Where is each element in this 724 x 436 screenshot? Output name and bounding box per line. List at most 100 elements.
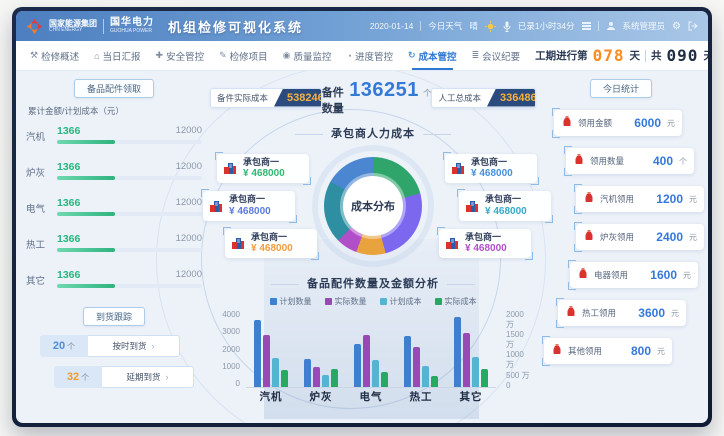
bar-group-炉灰	[304, 313, 338, 387]
y-tick: 500 万	[506, 371, 530, 380]
period-divider	[645, 49, 647, 62]
x-tick: 炉灰	[309, 391, 333, 403]
x-tick: 其它	[459, 391, 483, 403]
y-tick: 1000 万	[506, 350, 524, 369]
tab-overview[interactable]: ⚒ 检修概述	[30, 50, 80, 63]
delivery-pill-0[interactable]: 20 个 按时到货 ›	[40, 335, 180, 357]
planned-cost: 12000	[175, 233, 202, 244]
bar-实际成本	[331, 368, 338, 387]
furnace-icon	[583, 228, 595, 246]
bar-实际成本	[281, 370, 288, 387]
building-icon	[446, 237, 458, 249]
x-tick: 电气	[359, 391, 383, 403]
tab-daily[interactable]: ⌂ 当日汇报	[94, 50, 141, 63]
bar-group-其它	[454, 313, 488, 387]
x-tick: 汽机	[259, 391, 283, 403]
parts-badge: 备品配件领取	[73, 79, 154, 98]
contractor-card: 承包商一 ¥ 468000	[201, 189, 297, 223]
bar-计划成本	[372, 360, 379, 387]
brand-group: 国家能源集团 CHN ENERGY	[49, 19, 97, 34]
electric-icon	[577, 266, 589, 284]
building-icon	[466, 200, 478, 212]
brand-company: 国华电力 GUOHUA POWER	[110, 17, 154, 34]
menu-icon[interactable]	[581, 25, 591, 27]
bar-计划成本	[472, 357, 479, 387]
progress-bar	[57, 212, 202, 216]
actual-amount: 1366	[57, 269, 81, 281]
tab-meetings[interactable]: ≣ 会议纪要	[471, 50, 521, 63]
today-stat-2: 汽机领用 1200 元	[574, 184, 704, 214]
bar-计划成本	[272, 358, 279, 387]
donut-center-label: 成本分布	[343, 176, 403, 236]
spare-cost-badge: 备件实际成本 538246元	[210, 87, 322, 108]
contractor-amount: ¥ 468000	[465, 242, 507, 254]
planned-cost: 12000	[175, 161, 202, 172]
today-stats-panel: 今日统计 领用金额 6000 元 领用数量 400 个 汽机领用 1200 元 …	[542, 79, 704, 419]
labor-cost-badge: 人工总成本 336486元	[431, 87, 536, 108]
parts-row-电气: 电气 1366 12000	[26, 197, 202, 216]
contractor-card: 承包商一 ¥ 468000	[215, 152, 311, 186]
tab-quality[interactable]: ◉ 质量监控	[282, 50, 332, 63]
edit-icon: ✎	[219, 50, 227, 60]
header-separator	[420, 21, 422, 31]
progress-bar	[57, 248, 202, 252]
app-window-frame: 国家能源集团 CHN ENERGY 国华电力 GUOHUA POWER 机组检修…	[12, 7, 712, 427]
sun-icon	[484, 20, 496, 32]
clock-icon: ◔	[346, 50, 352, 61]
contractor-card: 承包商一 ¥ 468000	[457, 189, 553, 223]
bar-计划数量	[454, 316, 461, 387]
bar-group-热工	[404, 313, 438, 387]
today-badge: 今日统计	[589, 79, 652, 98]
weather-value: 晴	[469, 21, 478, 31]
bar-实际数量	[313, 366, 320, 387]
bar-实际数量	[263, 335, 270, 387]
tab-safety[interactable]: ✚ 安全管控	[155, 50, 205, 63]
contractor-card: 承包商一 ¥ 468000	[223, 226, 319, 261]
delivery-pill-1[interactable]: 32 个 延期到货 ›	[54, 366, 194, 388]
weather-label: 今日天气	[428, 21, 463, 31]
y-tick: 3000	[222, 327, 240, 337]
tab-projects[interactable]: ✎ 检修项目	[219, 50, 268, 63]
actual-amount: 1366	[57, 197, 81, 209]
list-icon: ≣	[471, 50, 480, 60]
contractor-amount: ¥ 468000	[485, 205, 527, 217]
planned-cost: 12000	[175, 125, 202, 136]
tab-cost[interactable]: ↻ 成本管控	[408, 41, 457, 70]
bar-计划数量	[354, 344, 361, 387]
brand-company-cn: 国华电力	[110, 17, 154, 29]
bar-group-电气	[354, 313, 388, 387]
mic-icon[interactable]	[503, 21, 511, 32]
parts-row-炉灰: 炉灰 1366 12000	[26, 161, 202, 180]
wrench-icon: ⚒	[30, 50, 39, 60]
y-tick: 2000 万	[506, 310, 524, 329]
other-icon	[551, 342, 563, 360]
bar-实际成本	[431, 375, 438, 387]
bar-计划成本	[422, 365, 429, 387]
delivery-badge: 到货跟踪	[82, 307, 145, 326]
contractor-amount: ¥ 468000	[471, 168, 513, 180]
delivery-list: 20 个 按时到货 › 32 个 延期到货 ›	[26, 326, 202, 388]
labor-cost-value: 336486	[499, 91, 536, 104]
delivery-count: 32 个	[54, 366, 102, 388]
tab-bar: ⚒ 检修概述 ⌂ 当日汇报 ✚ 安全管控 ✎ 检修项目 ◉ 质量监控 ◔ 进度管控 ↻ 成本管控 ≣ 会议纪要…	[16, 41, 708, 71]
contractor-cards-left: 承包商一 ¥ 468000 承包商一 ¥ 468000 承包商一 ¥ 46800…	[201, 152, 319, 261]
money-bag-icon	[561, 114, 573, 132]
target-icon: ◉	[282, 50, 291, 60]
gear-icon[interactable]: ⚙	[672, 20, 681, 32]
x-tick: 热工	[409, 391, 433, 403]
contractor-amount: ¥ 468000	[243, 168, 285, 180]
topbar-right: 2020-01-14 今日天气 晴 已录1小时34分 系统管理员 ⚙	[370, 20, 698, 32]
shield-icon: ✚	[155, 50, 164, 60]
thermal-icon	[565, 304, 577, 322]
today-stat-0: 领用金额 6000 元	[552, 108, 682, 138]
spare-parts-panel: 备品配件领取 累计金额/计划成本（元） 汽机 1366 12000 炉灰 1366…	[26, 79, 202, 419]
bar-计划数量	[304, 359, 311, 387]
contractor-heading: 承包商人力成本	[210, 125, 536, 141]
bar-实际成本	[381, 372, 388, 387]
username: 系统管理员	[622, 21, 666, 31]
logout-icon[interactable]	[688, 21, 698, 31]
tab-progress[interactable]: ◔ 进度管控	[346, 50, 393, 63]
cost-donut-chart: 成本分布	[311, 144, 435, 268]
contractor-card: 承包商一 ¥ 468000	[443, 152, 539, 186]
top-stats-row: 备件实际成本 538246元 备件数量 136251 个 人工总成本 33648…	[210, 79, 536, 116]
